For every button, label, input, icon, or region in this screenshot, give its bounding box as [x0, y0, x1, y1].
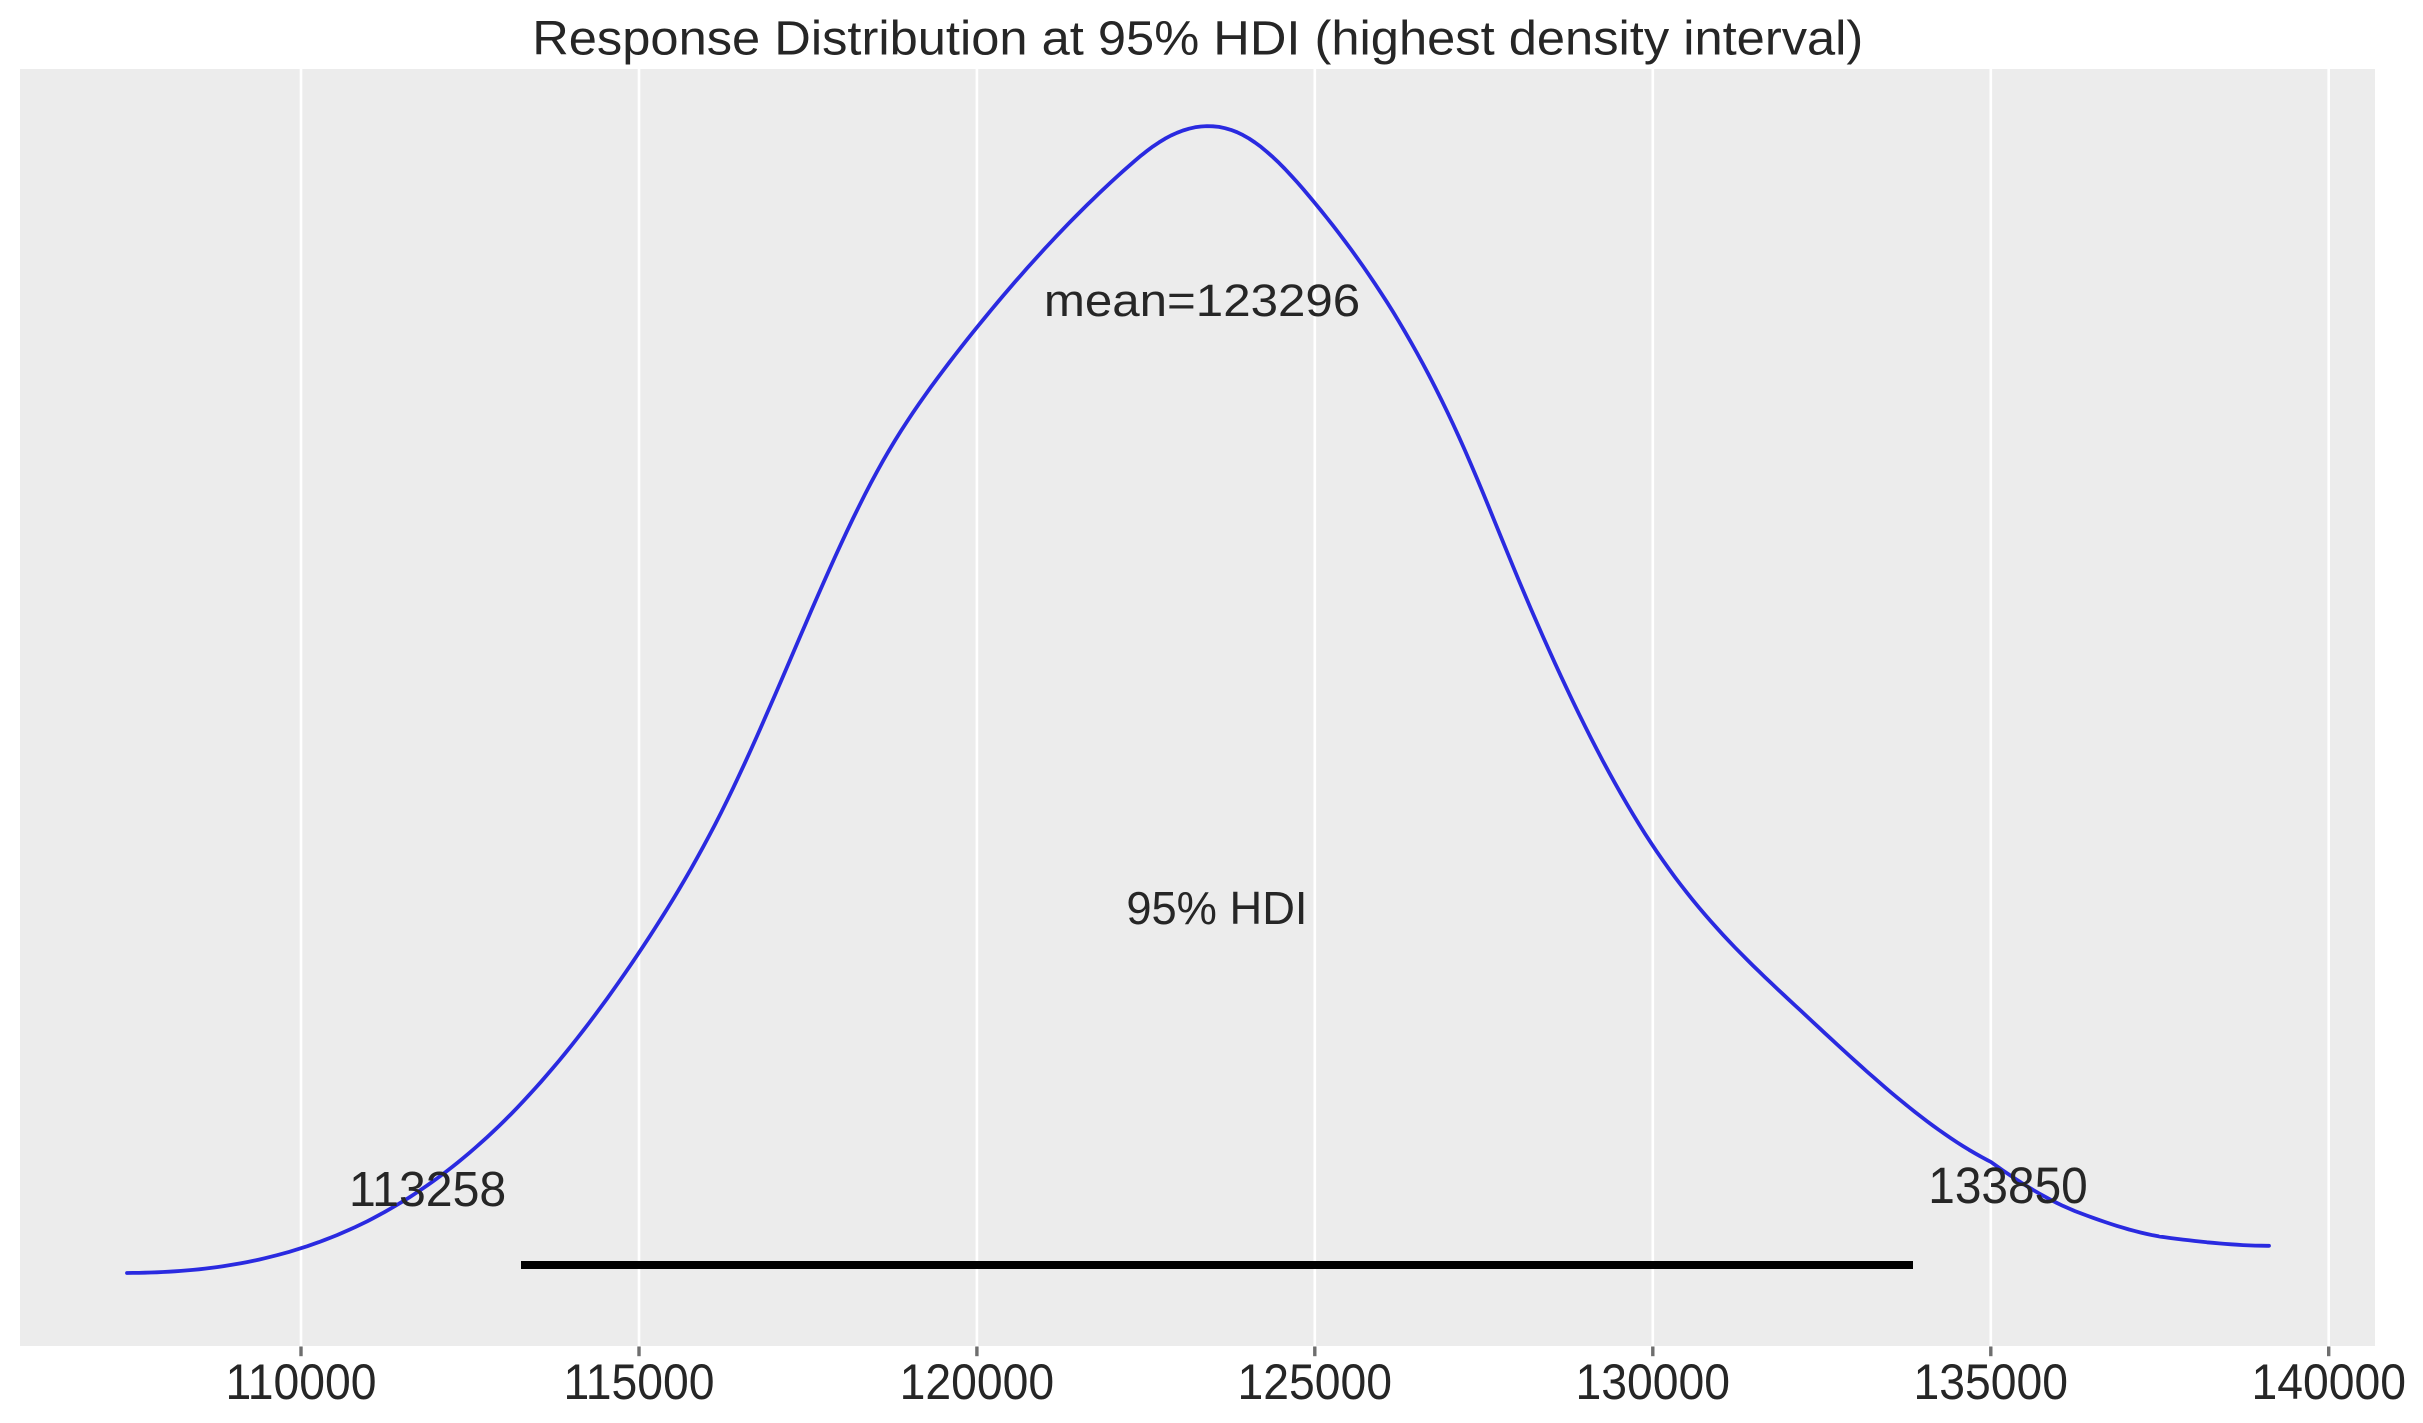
svg-text:mean=123296: mean=123296 [1044, 276, 1360, 327]
svg-text:133850: 133850 [1928, 1158, 2088, 1215]
svg-text:110000: 110000 [225, 1356, 376, 1411]
svg-text:140000: 140000 [2251, 1356, 2405, 1411]
svg-text:115000: 115000 [563, 1356, 714, 1411]
svg-text:95% HDI: 95% HDI [1126, 881, 1307, 934]
svg-text:120000: 120000 [900, 1356, 1054, 1411]
svg-text:135000: 135000 [1914, 1356, 2068, 1411]
svg-text:130000: 130000 [1576, 1356, 1730, 1411]
svg-text:125000: 125000 [1238, 1356, 1392, 1411]
svg-text:113258: 113258 [349, 1163, 506, 1217]
svg-text:Response Distribution at 95% H: Response Distribution at 95% HDI (highes… [532, 11, 1863, 65]
